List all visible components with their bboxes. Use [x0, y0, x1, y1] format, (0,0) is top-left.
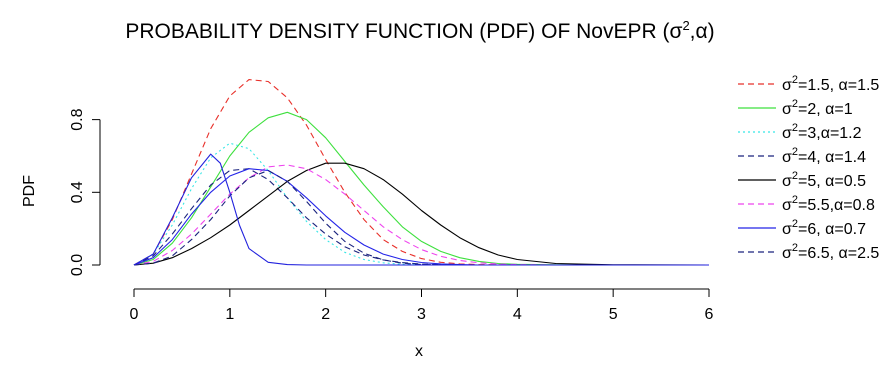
x-tick-label: 5 — [609, 306, 618, 323]
legend-label: σ2=3,α=1.2 — [782, 122, 862, 142]
x-tick-label: 2 — [321, 306, 330, 323]
series-line — [133, 153, 709, 266]
legend-label: σ2=6.5, α=2.5 — [782, 242, 879, 262]
x-tick-label: 0 — [130, 306, 139, 323]
series-line — [133, 142, 709, 266]
y-tick-label: 0.8 — [69, 108, 86, 130]
legend-label: σ2=4, α=1.4 — [782, 146, 866, 166]
chart-axes: 0 1 2 3 4 5 6 0.0 0.4 0.8 — [69, 108, 713, 323]
x-tick-label: 6 — [705, 306, 714, 323]
legend-label: σ2=5.5,α=0.8 — [782, 194, 875, 214]
y-tick-label: 0.0 — [69, 254, 86, 276]
series-line — [133, 168, 709, 266]
y-tick-label: 0.4 — [69, 181, 86, 203]
chart-legend: σ2=1.5, α=1.5 σ2=2, α=1 σ2=3,α=1.2 σ2=4, α=… — [738, 74, 879, 262]
legend-label: σ2=6, α=0.7 — [782, 218, 866, 238]
x-tick-label: 4 — [513, 306, 522, 323]
legend-label: σ2=1.5, α=1.5 — [782, 74, 879, 94]
x-tick-label: 1 — [225, 306, 234, 323]
series-line — [133, 162, 710, 266]
y-axis-label: PDF — [21, 175, 38, 207]
x-axis-label: x — [415, 343, 423, 360]
series-line — [133, 111, 709, 266]
legend-label: σ2=2, α=1 — [782, 98, 853, 118]
x-tick-label: 3 — [417, 306, 426, 323]
series-line — [133, 168, 709, 266]
chart-series — [133, 79, 710, 266]
series-line — [133, 164, 709, 266]
legend-label: σ2=5, α=0.5 — [782, 170, 866, 190]
chart-title: PROBABILITY DENSITY FUNCTION (PDF) OF No… — [125, 18, 714, 43]
